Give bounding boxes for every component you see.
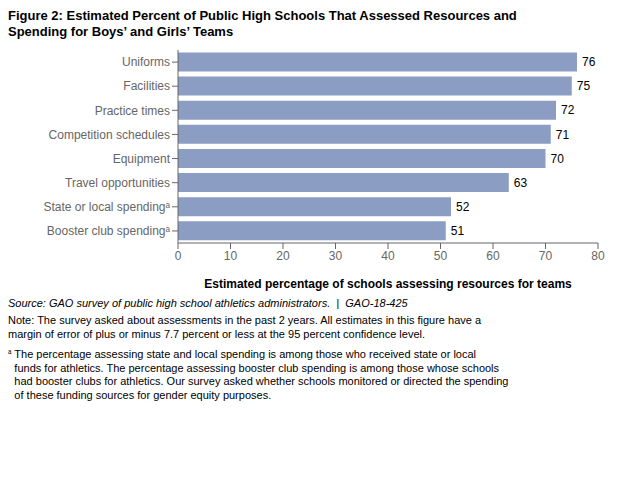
svg-text:70: 70 xyxy=(551,151,565,165)
svg-text:30: 30 xyxy=(329,248,343,262)
svg-text:Estimated percentage of school: Estimated percentage of schools assessin… xyxy=(204,277,572,291)
svg-text:63: 63 xyxy=(514,175,528,189)
svg-text:76: 76 xyxy=(582,55,596,69)
svg-text:10: 10 xyxy=(224,248,238,262)
svg-text:0: 0 xyxy=(175,248,182,262)
svg-text:Travel opportunities: Travel opportunities xyxy=(65,175,170,189)
html-text:Note: The survey asked about a: Note: The survey asked about assessments… xyxy=(8,314,481,340)
svg-text:Equipment: Equipment xyxy=(113,151,171,165)
svg-text:70: 70 xyxy=(539,248,553,262)
html-text:ᵃ The percentage assessing sta: ᵃ The percentage assessing state and loc… xyxy=(8,347,509,401)
svg-text:50: 50 xyxy=(434,248,448,262)
svg-text:Competition schedules: Competition schedules xyxy=(49,127,170,141)
svg-text:52: 52 xyxy=(456,199,470,213)
svg-text:Booster club spendingᵃ: Booster club spendingᵃ xyxy=(47,224,171,238)
html-text:Source: GAO survey of public h: Source: GAO survey of public high school… xyxy=(8,296,408,309)
svg-text:80: 80 xyxy=(591,248,605,262)
svg-text:60: 60 xyxy=(486,248,500,262)
svg-text:72: 72 xyxy=(561,103,575,117)
svg-text:Practice times: Practice times xyxy=(95,103,170,117)
svg-text:71: 71 xyxy=(556,127,570,141)
svg-text:Facilities: Facilities xyxy=(123,79,170,93)
svg-text:51: 51 xyxy=(451,224,465,238)
svg-text:State or local spendingᵃ: State or local spendingᵃ xyxy=(43,200,170,214)
svg-text:20: 20 xyxy=(276,248,290,262)
svg-text:Uniforms: Uniforms xyxy=(122,55,170,69)
svg-text:40: 40 xyxy=(381,248,395,262)
html-text:Spending for Boys’ and Girls’: Spending for Boys’ and Girls’ Teams xyxy=(8,24,234,40)
html-text:Figure 2: Estimated Percent of: Figure 2: Estimated Percent of Public Hi… xyxy=(8,8,517,23)
svg-text:75: 75 xyxy=(577,79,591,93)
